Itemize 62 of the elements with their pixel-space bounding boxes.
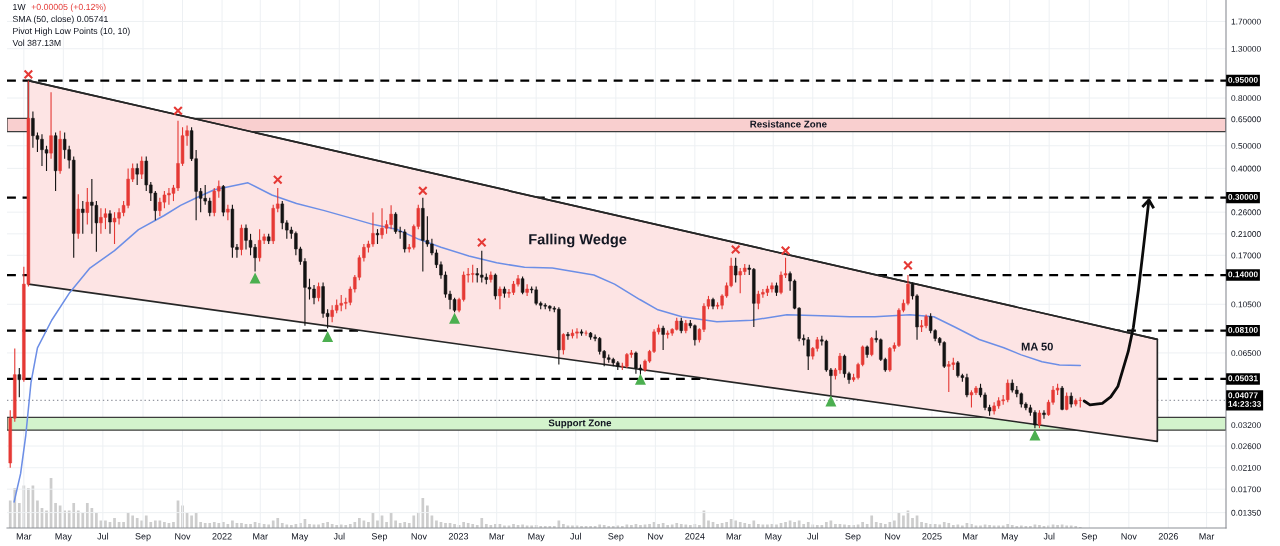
y-tick-label: 0.50000 [1231,142,1261,149]
x-tick-label: Sep [371,533,388,542]
x-tick-label: 2022 [212,533,232,540]
ref-line-label: 0.04077 14:23:33 [1228,392,1262,407]
x-tick-label: Sep [608,533,624,542]
x-tick-label: Mar [489,533,505,540]
chart-subtitle: +0.00005 (+0.12%) [31,3,106,12]
series-label: Falling Wedge [529,233,627,248]
y-tick-label: 0.80000 [1231,95,1261,102]
ref-line-label: 0.95000 [1228,76,1258,83]
x-tick-label: Jul [333,532,345,540]
x-tick-label: Nov [885,533,901,540]
y-tick-label: 0.01700 [1231,486,1261,493]
x-tick-label: Mar [16,533,32,540]
y-tick-label: 0.17000 [1231,252,1261,259]
ref-line-label: 0.05031 [1228,375,1258,382]
x-tick-label: May [1001,533,1019,542]
y-tick-label: 1.30000 [1231,45,1261,52]
x-tick-label: Mar [726,533,742,540]
y-tick-label: 0.10500 [1231,301,1261,308]
annotation: Pivot High Low Points (10, 10) [13,27,130,36]
x-tick-label: Sep [845,533,861,542]
x-tick-label: Sep [135,533,151,542]
x-tick-label: May [765,533,782,542]
y-tick-label: 0.06500 [1231,350,1261,357]
x-tick-label: May [528,533,545,542]
x-tick-label: May [55,533,72,542]
x-tick-label: Jul [1043,532,1055,540]
series-label: MA 50 [1021,342,1053,351]
x-tick-label: Mar [1199,533,1215,540]
x-tick-label: Sep [1081,533,1097,542]
y-tick-label: 0.40000 [1231,165,1261,172]
x-tick-label: May [291,533,309,542]
x-tick-label: 2024 [685,533,705,540]
y-tick-label: 0.65000 [1231,116,1261,123]
x-tick-label: Mar [253,533,268,540]
x-tick-label: Jul [807,532,818,540]
x-tick-label: 2026 [1158,533,1178,540]
y-tick-label: 1.70000 [1231,18,1261,25]
y-tick-label: 0.02100 [1231,464,1261,471]
annotation: Vol 387.13M [12,39,61,47]
x-tick-label: Nov [1121,533,1137,540]
annotation: SMA (50, close) 0.05741 [12,15,108,24]
y-tick-label: 0.02600 [1231,443,1261,450]
y-tick-label: 0.26000 [1231,209,1261,216]
y-tick-label: 0.01350 [1231,509,1261,516]
x-tick-label: Jul [97,532,109,540]
x-tick-label: Mar [963,533,978,540]
x-tick-label: 2023 [448,533,469,540]
band-label: Support Zone [548,419,612,429]
ref-line-label: 0.30000 [1228,193,1258,200]
x-tick-label: Nov [648,533,664,540]
x-tick-label: Nov [175,533,191,540]
chart-title: 1W [13,3,26,10]
x-tick-label: 2025 [922,533,942,540]
ref-line-label: 0.08100 [1228,326,1258,333]
y-tick-label: 0.21000 [1231,231,1261,237]
x-tick-label: Jul [570,532,581,540]
ref-line-label: 0.14000 [1228,271,1258,278]
band-label: Resistance Zone [750,120,827,128]
x-tick-label: Nov [411,533,427,540]
y-tick-label: 0.03200 [1231,422,1261,429]
